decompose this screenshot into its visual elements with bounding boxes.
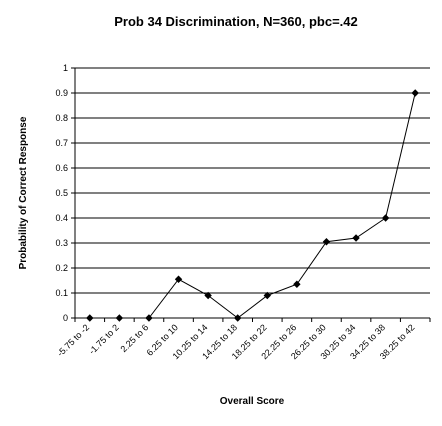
data-point-marker	[234, 314, 242, 322]
x-tick-labels: -5.75 to -2-1.75 to 22.25 to 66.25 to 10…	[55, 322, 417, 361]
y-tick-label: 0.7	[55, 138, 68, 148]
y-tick-label: 0.8	[55, 113, 68, 123]
y-tick-label: 0.9	[55, 88, 68, 98]
y-tick-label: 0.2	[55, 263, 68, 273]
y-tick-label: 0.5	[55, 188, 68, 198]
x-axis-title: Overall Score	[220, 396, 285, 407]
data-markers	[86, 89, 419, 322]
y-tick-labels: 0 0.1 0.2 0.3 0.4 0.5 0.6 0.7 0.8 0.9 1	[55, 63, 68, 323]
y-tick-label: 0.4	[55, 213, 68, 223]
data-point-marker	[322, 238, 331, 246]
axes	[71, 67, 431, 322]
y-tick-label: 0.3	[55, 238, 68, 248]
y-tick-label: 0	[63, 313, 68, 323]
data-point-marker	[174, 275, 183, 283]
y-tick-label: 0.6	[55, 163, 68, 173]
data-point-marker	[145, 314, 153, 322]
y-tick-label: 1	[63, 63, 68, 73]
data-point-marker	[293, 280, 301, 288]
data-point-marker	[86, 314, 94, 322]
data-point-marker	[115, 314, 124, 322]
data-point-marker	[352, 234, 360, 242]
gridlines	[75, 67, 430, 294]
y-tick-label: 0.1	[55, 288, 68, 298]
data-series	[89, 92, 416, 319]
x-tick-label: -5.75 to -2	[55, 322, 91, 358]
x-tick-label: -1.75 to 2	[87, 322, 121, 356]
series-line	[89, 92, 416, 319]
y-axis-title: Probability of Correct Response	[18, 116, 29, 269]
data-point-marker	[204, 291, 212, 300]
chart-title: Prob 34 Discrimination, N=360, pbc=.42	[114, 14, 357, 29]
data-point-marker	[263, 291, 271, 300]
data-point-marker	[411, 89, 419, 97]
data-point-marker	[381, 214, 390, 222]
